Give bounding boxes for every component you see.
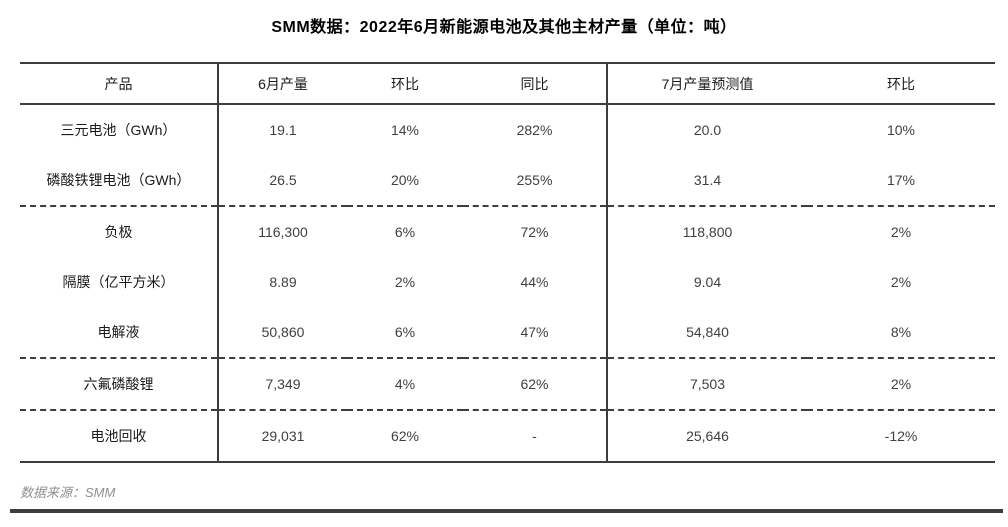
table-row-lipf6: 六氟磷酸锂 7,349 4% 62% 7,503 2% bbox=[20, 357, 995, 410]
cell-july-forecast: 9.04 bbox=[693, 274, 722, 290]
cell-june-output: 29,031 bbox=[218, 409, 347, 462]
cell-mom: 20% bbox=[390, 172, 420, 188]
cell-mom: 6% bbox=[394, 324, 416, 340]
column-header-mom: 环比 bbox=[347, 63, 463, 105]
cell-yoy: 47% bbox=[463, 307, 608, 358]
cell-mom-forecast: 10% bbox=[886, 122, 916, 138]
cell-mom: 62% bbox=[347, 409, 463, 462]
header-row: 产品 6月产量 环比 同比 7月产量预测值 环比 bbox=[20, 63, 995, 105]
cell-july-forecast: 31.4 bbox=[693, 172, 722, 188]
column-header-july-forecast: 7月产量预测值 bbox=[607, 63, 807, 105]
cell-yoy: 282% bbox=[463, 104, 608, 155]
cell-july-forecast: 20.0 bbox=[693, 122, 722, 138]
table-row-lfp-battery: 磷酸铁锂电池（GWh） 26.5 20% 255% 31.4 17% bbox=[20, 155, 995, 206]
table-row-ternary-battery: 三元电池（GWh） 19.1 14% 282% 20.0 10% bbox=[20, 104, 995, 155]
cell-july-forecast: 54,840 bbox=[686, 324, 729, 340]
cell-june-output: 19.1 bbox=[269, 122, 297, 138]
cell-product: 隔膜（亿平方米） bbox=[20, 257, 219, 307]
cell-june-output: 8.89 bbox=[269, 274, 297, 290]
cell-yoy: 44% bbox=[463, 257, 608, 307]
table-row-separator-film: 隔膜（亿平方米） 8.89 2% 44% 9.04 2% bbox=[20, 257, 995, 307]
table-title: SMM数据：2022年6月新能源电池及其他主材产量（单位：吨） bbox=[271, 19, 737, 36]
cell-product: 电解液 bbox=[20, 307, 219, 358]
cell-product: 负极 bbox=[20, 205, 219, 257]
cell-mom: 4% bbox=[347, 357, 463, 410]
cell-mom-forecast: 2% bbox=[807, 205, 995, 257]
column-header-june-output: 6月产量 bbox=[218, 63, 347, 105]
table-row-anode: 负极 116,300 6% 72% 118,800 2% bbox=[20, 205, 995, 257]
cell-yoy: 62% bbox=[463, 357, 608, 410]
cell-product: 六氟磷酸锂 bbox=[20, 357, 219, 410]
cell-yoy: 72% bbox=[463, 205, 608, 257]
cell-july-forecast: 25,646 bbox=[607, 409, 807, 462]
cell-june-output: 116,300 bbox=[218, 205, 347, 257]
cell-mom-forecast: 2% bbox=[890, 274, 912, 290]
cell-yoy: 255% bbox=[463, 155, 608, 206]
cell-june-output: 7,349 bbox=[218, 357, 347, 410]
cell-june-output: 26.5 bbox=[269, 172, 297, 188]
production-table: 产品 6月产量 环比 同比 7月产量预测值 环比 三元电池（GWh） 19.1 … bbox=[20, 62, 995, 463]
cell-mom-forecast: 2% bbox=[807, 357, 995, 410]
cell-product: 电池回收 bbox=[20, 409, 219, 462]
cell-product: 磷酸铁锂电池（GWh） bbox=[20, 155, 219, 206]
cell-july-forecast: 118,800 bbox=[607, 205, 807, 257]
column-header-product: 产品 bbox=[20, 63, 219, 105]
column-header-mom-forecast: 环比 bbox=[807, 63, 995, 105]
cell-yoy: - bbox=[463, 409, 608, 462]
table-row-electrolyte: 电解液 50,860 6% 47% 54,840 8% bbox=[20, 307, 995, 358]
cell-mom-forecast: 17% bbox=[886, 172, 916, 188]
column-header-yoy: 同比 bbox=[463, 63, 608, 105]
cell-mom: 2% bbox=[394, 274, 416, 290]
cell-mom-forecast: 8% bbox=[890, 324, 912, 340]
cell-july-forecast: 7,503 bbox=[607, 357, 807, 410]
table-row-battery-recycling: 电池回收 29,031 62% - 25,646 -12% bbox=[20, 409, 995, 462]
cell-mom: 14% bbox=[390, 122, 420, 138]
cell-june-output: 50,860 bbox=[261, 324, 305, 340]
cell-mom: 6% bbox=[347, 205, 463, 257]
data-source-note: 数据来源：SMM bbox=[20, 485, 116, 500]
cell-product: 三元电池（GWh） bbox=[20, 104, 219, 155]
bottom-divider bbox=[10, 509, 1003, 513]
cell-mom-forecast: -12% bbox=[807, 409, 995, 462]
